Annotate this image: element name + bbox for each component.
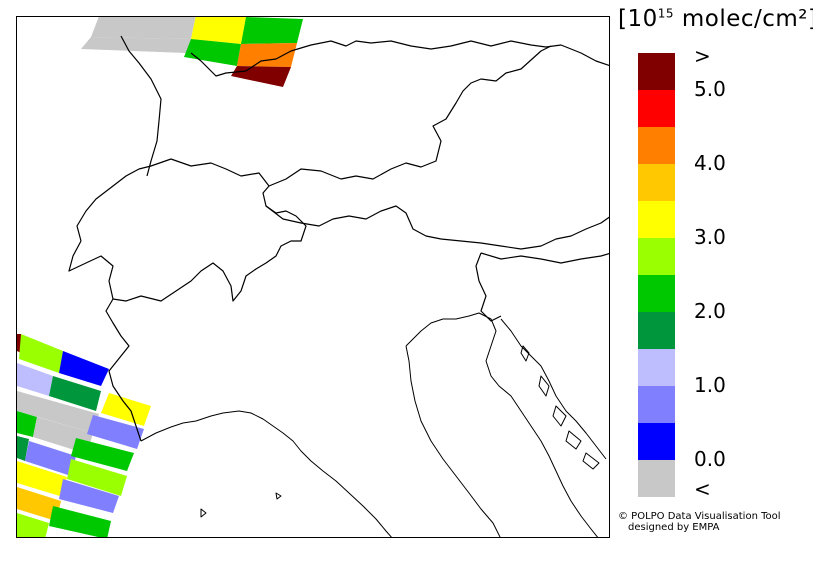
pixel	[87, 415, 144, 449]
colorbar-swatch	[638, 460, 675, 497]
pixel	[71, 438, 134, 471]
pixel	[49, 506, 111, 537]
colorbar-label-5: 5.0	[694, 77, 726, 101]
border-switzerland	[68, 185, 307, 302]
border-austria-italy	[265, 205, 609, 250]
border-france-germany	[120, 35, 162, 177]
colorbar-swatch	[638, 90, 675, 127]
pixel	[25, 441, 76, 476]
island-1	[520, 345, 530, 362]
island-3	[552, 405, 567, 427]
colorbar-swatch	[638, 275, 675, 312]
colorbar-label-2: 2.0	[694, 299, 726, 323]
legend-title-unit: molec/cm²]	[674, 6, 813, 32]
legend-title-open: [10	[618, 6, 658, 32]
pixel	[17, 461, 67, 497]
coast-adriatic-west	[405, 345, 501, 537]
pixel	[81, 37, 191, 53]
colorbar-swatch	[638, 201, 675, 238]
pixel	[17, 436, 29, 461]
border-france-italy	[105, 298, 142, 442]
pixel	[237, 43, 297, 67]
pixel	[101, 393, 151, 426]
pixel	[91, 17, 196, 39]
pixel	[17, 411, 37, 437]
pixel	[17, 487, 61, 521]
pixel	[17, 391, 99, 433]
colorbar-swatch	[638, 127, 675, 164]
pixel	[241, 17, 303, 44]
credit-line-2: designed by EMPA	[628, 522, 720, 533]
colorbar-swatch	[638, 312, 675, 349]
coast-croatia	[500, 318, 607, 460]
coast-adriatic-north	[405, 312, 599, 537]
pixel	[191, 17, 246, 44]
satellite-swath-left	[17, 334, 151, 537]
colorbar-label-1: 1.0	[694, 373, 726, 397]
colorbar-swatch	[638, 423, 675, 460]
colorbar-label-above: >	[694, 44, 711, 68]
pixel	[231, 66, 291, 87]
credit-line-1: © POLPO Data Visualisation Tool	[618, 511, 781, 522]
colorbar-label-0: 0.0	[694, 447, 726, 471]
border-france-switzerland	[76, 158, 172, 242]
map-canvas	[17, 17, 609, 537]
border-germany-austria	[170, 45, 552, 187]
satellite-swath-top	[81, 17, 303, 87]
colorbar-label-below: <	[694, 477, 711, 501]
pixel	[17, 513, 49, 537]
legend-title-exponent: 15	[657, 6, 675, 21]
map-frame	[16, 16, 610, 538]
pixel	[59, 351, 109, 386]
colorbar	[638, 53, 675, 497]
colorbar-swatch	[638, 349, 675, 386]
pixel	[17, 363, 53, 396]
colorbar-swatch	[638, 238, 675, 275]
colorbar-label-3: 3.0	[694, 225, 726, 249]
pixel	[67, 459, 127, 496]
colorbar-swatch	[638, 164, 675, 201]
colorbar-swatch	[638, 386, 675, 423]
island-6	[200, 508, 207, 518]
country-borders	[68, 35, 609, 442]
pixel	[19, 334, 63, 373]
island-5	[582, 452, 600, 470]
island-7	[275, 492, 282, 500]
pixel	[59, 479, 119, 513]
legend-title: [1015 molec/cm²]	[618, 6, 813, 32]
coastlines	[140, 312, 607, 537]
border-italy-slovenia	[475, 252, 502, 322]
credit: © POLPO Data Visualisation Tool designed…	[618, 511, 781, 533]
border-slovenia-croatia	[480, 252, 609, 264]
island-4	[565, 430, 582, 450]
island-2	[538, 375, 550, 397]
pixel	[49, 376, 101, 411]
colorbar-label-4: 4.0	[694, 151, 726, 175]
border-germany-north	[190, 40, 609, 77]
coast-ligurian-sea	[140, 410, 392, 537]
colorbar-swatch	[638, 53, 675, 90]
